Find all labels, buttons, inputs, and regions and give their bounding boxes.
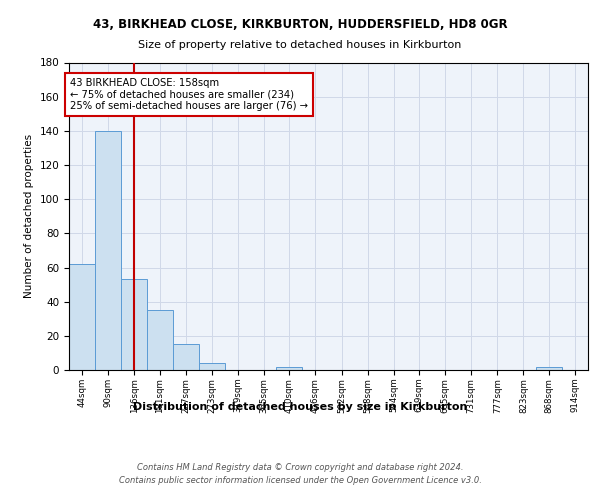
- Bar: [121, 280, 147, 370]
- Bar: [199, 363, 225, 370]
- Y-axis label: Number of detached properties: Number of detached properties: [24, 134, 34, 298]
- Text: 43, BIRKHEAD CLOSE, KIRKBURTON, HUDDERSFIELD, HD8 0GR: 43, BIRKHEAD CLOSE, KIRKBURTON, HUDDERSF…: [92, 18, 508, 30]
- Bar: [95, 131, 121, 370]
- Text: Contains HM Land Registry data © Crown copyright and database right 2024.: Contains HM Land Registry data © Crown c…: [137, 462, 463, 471]
- Bar: [536, 366, 562, 370]
- Bar: [173, 344, 199, 370]
- Text: Size of property relative to detached houses in Kirkburton: Size of property relative to detached ho…: [139, 40, 461, 50]
- Bar: [69, 264, 95, 370]
- Text: Distribution of detached houses by size in Kirkburton: Distribution of detached houses by size …: [133, 402, 467, 412]
- Text: Contains public sector information licensed under the Open Government Licence v3: Contains public sector information licen…: [119, 476, 481, 485]
- Text: 43 BIRKHEAD CLOSE: 158sqm
← 75% of detached houses are smaller (234)
25% of semi: 43 BIRKHEAD CLOSE: 158sqm ← 75% of detac…: [70, 78, 308, 111]
- Bar: [146, 310, 173, 370]
- Bar: [277, 366, 302, 370]
